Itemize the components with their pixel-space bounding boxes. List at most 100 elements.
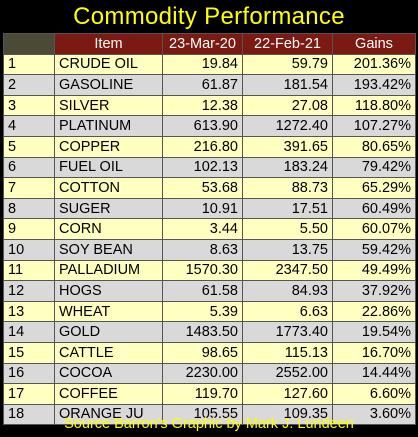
start-value-cell: 98.65 bbox=[162, 341, 243, 364]
rank-cell: 5 bbox=[3, 135, 55, 158]
item-cell: WHEAT bbox=[54, 300, 163, 323]
item-cell: COCOA bbox=[54, 362, 163, 385]
gain-cell: 201.36% bbox=[332, 53, 416, 76]
end-value-cell: 84.93 bbox=[242, 280, 333, 302]
end-value-cell: 181.54 bbox=[242, 74, 333, 96]
item-cell: GASOLINE bbox=[54, 74, 163, 96]
gain-cell: 59.42% bbox=[332, 238, 416, 261]
header-gains: Gains bbox=[332, 33, 416, 55]
start-value-cell: 613.90 bbox=[162, 115, 243, 137]
start-value-cell: 216.80 bbox=[162, 135, 243, 158]
end-value-cell: 391.65 bbox=[242, 135, 333, 158]
gain-cell: 80.65% bbox=[332, 135, 416, 158]
rank-cell: 6 bbox=[3, 156, 55, 179]
end-value-cell: 5.50 bbox=[242, 218, 333, 240]
item-cell: COTTON bbox=[54, 177, 163, 199]
header-date-end: 22-Feb-21 bbox=[242, 33, 333, 55]
gain-cell: 3.60% bbox=[332, 403, 416, 426]
start-value-cell: 3.44 bbox=[162, 218, 243, 240]
rank-cell: 17 bbox=[3, 383, 55, 405]
gain-cell: 60.07% bbox=[332, 218, 416, 240]
end-value-cell: 1272.40 bbox=[242, 115, 333, 137]
table-row: 13 WHEAT 5.39 6.63 22.86% bbox=[3, 300, 416, 323]
rank-cell: 15 bbox=[3, 341, 55, 364]
start-value-cell: 8.63 bbox=[162, 238, 243, 261]
source-credit: Source Barron's Graphic by Mark J. Lunde… bbox=[64, 416, 354, 432]
gain-cell: 65.29% bbox=[332, 177, 416, 199]
table-header-row: Item 23-Mar-20 22-Feb-21 Gains bbox=[3, 33, 416, 55]
start-value-cell: 19.84 bbox=[162, 53, 243, 76]
end-value-cell: 109.35 bbox=[242, 403, 333, 426]
start-value-cell: 12.38 bbox=[162, 94, 243, 117]
rank-cell: 10 bbox=[3, 238, 55, 261]
rank-cell: 18 bbox=[3, 403, 55, 426]
rank-cell: 12 bbox=[3, 280, 55, 302]
start-value-cell: 5.39 bbox=[162, 300, 243, 323]
gain-cell: 22.86% bbox=[332, 300, 416, 323]
end-value-cell: 115.13 bbox=[242, 341, 333, 364]
table-row: 7 COTTON 53.68 88.73 65.29% bbox=[3, 177, 416, 199]
rank-cell: 8 bbox=[3, 197, 55, 220]
table-row: 18 ORANGE JU 105.55 109.35 3.60% bbox=[3, 403, 416, 426]
header-corner bbox=[3, 33, 55, 55]
gain-cell: 49.49% bbox=[332, 259, 416, 282]
gain-cell: 14.44% bbox=[332, 362, 416, 385]
table-row: 16 COCOA 2230.00 2552.00 14.44% bbox=[3, 362, 416, 385]
gain-cell: 60.49% bbox=[332, 197, 416, 220]
end-value-cell: 183.24 bbox=[242, 156, 333, 179]
item-cell: SILVER bbox=[54, 94, 163, 117]
table-row: 12 HOGS 61.58 84.93 37.92% bbox=[3, 280, 416, 302]
start-value-cell: 10.91 bbox=[162, 197, 243, 220]
start-value-cell: 105.55 bbox=[162, 403, 243, 426]
table-row: 2 GASOLINE 61.87 181.54 193.42% bbox=[3, 74, 416, 96]
item-cell: CRUDE OIL bbox=[54, 53, 163, 76]
item-cell: CATTLE bbox=[54, 341, 163, 364]
table-row: 15 CATTLE 98.65 115.13 16.70% bbox=[3, 341, 416, 364]
start-value-cell: 61.58 bbox=[162, 280, 243, 302]
table-row: 8 SUGER 10.91 17.51 60.49% bbox=[3, 197, 416, 220]
item-cell: ORANGE JU bbox=[54, 403, 163, 426]
end-value-cell: 17.51 bbox=[242, 197, 333, 220]
table-row: 5 COPPER 216.80 391.65 80.65% bbox=[3, 135, 416, 158]
gain-cell: 6.60% bbox=[332, 383, 416, 405]
item-cell: COFFEE bbox=[54, 383, 163, 405]
table-row: 6 FUEL OIL 102.13 183.24 79.42% bbox=[3, 156, 416, 179]
end-value-cell: 27.08 bbox=[242, 94, 333, 117]
rank-cell: 3 bbox=[3, 94, 55, 117]
item-cell: PALLADIUM bbox=[54, 259, 163, 282]
table-row: 1 CRUDE OIL 19.84 59.79 201.36% bbox=[3, 53, 416, 76]
gain-cell: 19.54% bbox=[332, 321, 416, 343]
gain-cell: 193.42% bbox=[332, 74, 416, 96]
commodity-table: Item 23-Mar-20 22-Feb-21 Gains 1 CRUDE OI… bbox=[3, 33, 416, 426]
end-value-cell: 88.73 bbox=[242, 177, 333, 199]
rank-cell: 14 bbox=[3, 321, 55, 343]
end-value-cell: 59.79 bbox=[242, 53, 333, 76]
end-value-cell: 2552.00 bbox=[242, 362, 333, 385]
rank-cell: 16 bbox=[3, 362, 55, 385]
item-cell: COPPER bbox=[54, 135, 163, 158]
start-value-cell: 1483.50 bbox=[162, 321, 243, 343]
rank-cell: 4 bbox=[3, 115, 55, 137]
rank-cell: 2 bbox=[3, 74, 55, 96]
item-cell: CORN bbox=[54, 218, 163, 240]
end-value-cell: 2347.50 bbox=[242, 259, 333, 282]
rank-cell: 1 bbox=[3, 53, 55, 76]
header-date-start: 23-Mar-20 bbox=[162, 33, 243, 55]
header-item: Item bbox=[54, 33, 163, 55]
start-value-cell: 102.13 bbox=[162, 156, 243, 179]
item-cell: HOGS bbox=[54, 280, 163, 302]
table-row: 4 PLATINUM 613.90 1272.40 107.27% bbox=[3, 115, 416, 137]
start-value-cell: 119.70 bbox=[162, 383, 243, 405]
table-row: 9 CORN 3.44 5.50 60.07% bbox=[3, 218, 416, 240]
gain-cell: 79.42% bbox=[332, 156, 416, 179]
start-value-cell: 53.68 bbox=[162, 177, 243, 199]
end-value-cell: 6.63 bbox=[242, 300, 333, 323]
start-value-cell: 61.87 bbox=[162, 74, 243, 96]
table-row: 14 GOLD 1483.50 1773.40 19.54% bbox=[3, 321, 416, 343]
rank-cell: 7 bbox=[3, 177, 55, 199]
item-cell: SOY BEAN bbox=[54, 238, 163, 261]
gain-cell: 107.27% bbox=[332, 115, 416, 137]
page-title: Commodity Performance bbox=[73, 3, 345, 30]
start-value-cell: 2230.00 bbox=[162, 362, 243, 385]
end-value-cell: 1773.40 bbox=[242, 321, 333, 343]
